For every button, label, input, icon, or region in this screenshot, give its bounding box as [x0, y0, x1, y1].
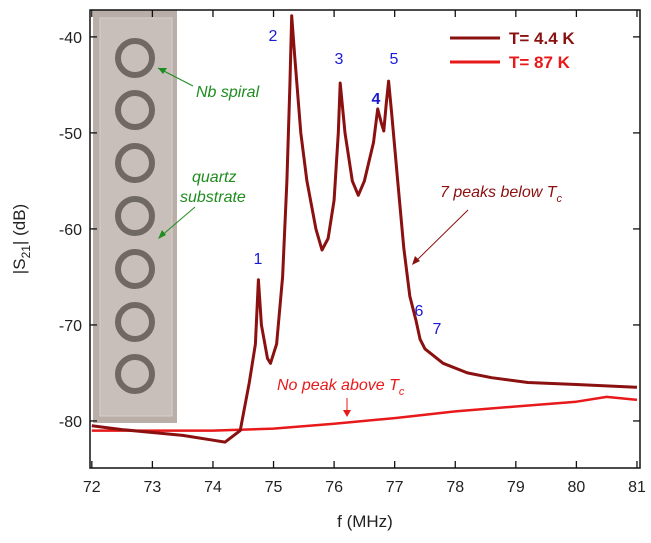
plot-frame: [89, 9, 641, 469]
y-tick-label: -60: [59, 222, 82, 239]
annotation-text: No peak above T: [277, 377, 400, 394]
annotation: Nb spiral: [196, 84, 260, 101]
annotation: substrate: [180, 189, 246, 206]
peak-label: 5: [390, 51, 399, 68]
x-tick-label: 81: [628, 479, 646, 496]
x-tick-label: 74: [204, 479, 222, 496]
arrow: [414, 209, 469, 263]
annotation: No peak above Tc: [277, 377, 405, 398]
y-label-part: | (dB): [10, 204, 29, 245]
legend-label: T= 87 K: [509, 53, 571, 72]
x-tick-label: 73: [143, 479, 161, 496]
legend-label: T= 4.4 K: [509, 29, 575, 48]
y-axis-label: |S21| (dB): [10, 204, 33, 274]
peak-label: 2: [269, 28, 278, 45]
peak-label: 1: [254, 251, 263, 268]
arrow: [159, 206, 196, 238]
peak-label: 6: [415, 303, 424, 320]
x-tick-label: 79: [507, 479, 525, 496]
x-tick-label: 72: [83, 479, 101, 496]
peak-label: 3: [335, 51, 344, 68]
arrow-head: [412, 256, 420, 265]
y-tick-label: -70: [59, 318, 82, 335]
x-tick-label: 80: [568, 479, 586, 496]
arrow-head: [158, 68, 167, 74]
annotation-subscript: c: [557, 193, 563, 205]
annotation-subscript: c: [399, 386, 405, 398]
annotation: 7 peaks below Tc: [440, 184, 563, 205]
arrow-head: [158, 230, 166, 239]
y-tick-label: -40: [59, 30, 82, 47]
y-label-subscript: 21: [19, 245, 33, 259]
arrow-head: [343, 410, 351, 417]
y-tick-label: -80: [59, 414, 82, 431]
peak-label: 7: [433, 321, 442, 338]
x-tick-label: 77: [386, 479, 404, 496]
x-axis-label: f (MHz): [337, 512, 393, 531]
peak-label: 4: [372, 91, 381, 108]
x-tick-label: 76: [325, 479, 343, 496]
annotation-text: 7 peaks below T: [440, 184, 558, 201]
x-tick-label: 78: [446, 479, 464, 496]
plot-area: 72 73 74 75 76 77 78 79 80 81-80-70-60-50-40: [59, 10, 646, 496]
series-line: [91, 14, 638, 444]
y-tick-label: -50: [59, 126, 82, 143]
series-line: [91, 395, 638, 432]
x-tick-label: 75: [265, 479, 283, 496]
y-label-part: |S: [10, 258, 29, 274]
annotation: quartz: [192, 169, 236, 186]
inset-photo: [93, 10, 177, 423]
